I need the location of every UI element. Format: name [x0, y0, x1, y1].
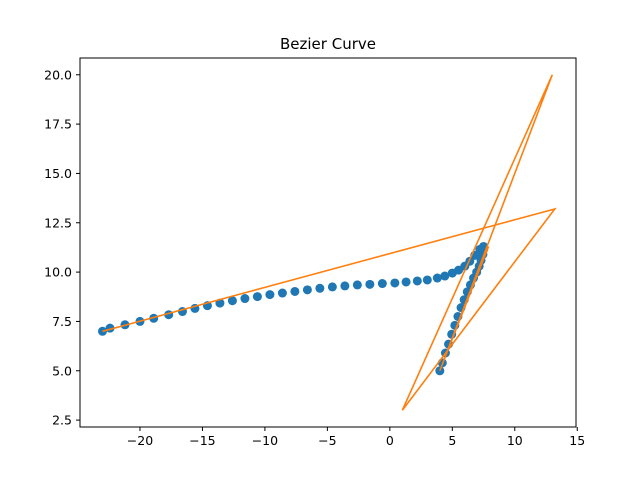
- y-tick-label: 17.5: [44, 117, 72, 132]
- x-tick-label: 15: [569, 433, 585, 448]
- scatter-point-23: [447, 268, 457, 278]
- scatter-point-37: [290, 286, 300, 296]
- y-tick-label: 10.0: [44, 265, 72, 280]
- x-tick-label: 0: [386, 433, 394, 448]
- y-axis: 2.5 5.0 7.5 10.0 12.5 15.0 17.5 20.0: [44, 67, 80, 428]
- x-tick-label: −15: [189, 433, 215, 448]
- y-tick-label: 5.0: [52, 363, 72, 378]
- scatter-point-25: [432, 273, 442, 283]
- scatter-point-33: [340, 281, 350, 291]
- chart-title: Bezier Curve: [280, 35, 376, 53]
- x-tick-label: −5: [318, 433, 336, 448]
- y-tick-label: 12.5: [44, 215, 72, 230]
- y-tick-label: 15.0: [44, 166, 72, 181]
- scatter-point-38: [277, 288, 287, 298]
- y-tick-label: 20.0: [44, 67, 72, 82]
- scatter-point-32: [352, 280, 362, 290]
- scatter-point-24: [440, 271, 450, 281]
- axes-frame: [79, 57, 577, 428]
- scatter-point-27: [412, 276, 422, 286]
- scatter-point-41: [240, 294, 250, 304]
- scatter-point-28: [401, 277, 411, 287]
- scatter-point-40: [252, 292, 262, 302]
- scatter-point-42: [227, 296, 237, 306]
- x-tick-label: 10: [507, 433, 523, 448]
- scatter-point-35: [315, 283, 325, 293]
- scatter-point-39: [265, 290, 275, 300]
- scatter-point-36: [302, 285, 312, 295]
- y-tick-label: 7.5: [52, 314, 72, 329]
- x-tick-label: −20: [127, 433, 153, 448]
- scatter-point-26: [422, 275, 432, 285]
- x-tick-label: −10: [252, 433, 278, 448]
- scatter-point-29: [390, 278, 400, 288]
- x-tick-label: 5: [448, 433, 456, 448]
- y-tick-label: 2.5: [52, 413, 72, 428]
- scatter-point-31: [365, 279, 375, 289]
- scatter-point-30: [377, 279, 387, 289]
- series-line-1: [102, 74, 557, 411]
- x-axis: −20 −15 −10 −5 0 5 10 15: [127, 427, 585, 448]
- series-layer: [97, 74, 557, 411]
- scatter-point-34: [327, 282, 337, 292]
- scatter-point-18: [475, 244, 485, 254]
